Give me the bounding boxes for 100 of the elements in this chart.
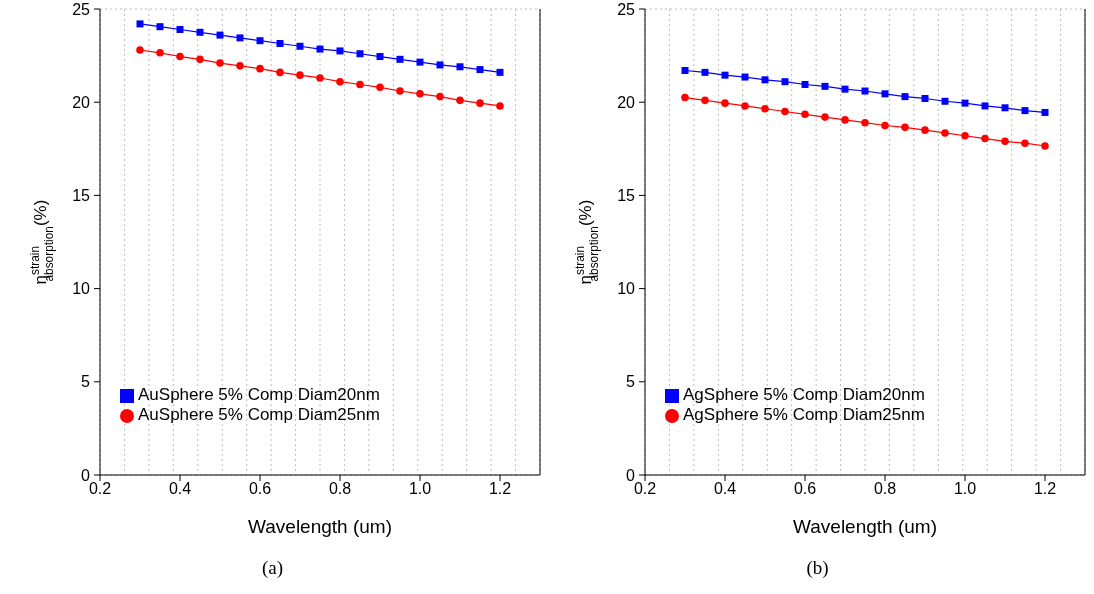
- point: [396, 55, 404, 63]
- y-tick-label: 15: [72, 187, 91, 204]
- y-tick-label: 5: [626, 373, 636, 391]
- point: [881, 121, 889, 130]
- text: (a): [260, 557, 285, 579]
- point: [901, 93, 909, 101]
- point: [721, 99, 729, 107]
- point: [296, 71, 304, 79]
- point: [216, 31, 224, 39]
- point: [1021, 139, 1029, 148]
- point: [881, 90, 889, 98]
- point: [1041, 142, 1049, 150]
- point: [981, 134, 989, 143]
- x-tick-label: 1.2: [1033, 480, 1057, 498]
- point: [741, 73, 749, 81]
- point: [476, 99, 484, 107]
- point: [681, 67, 689, 75]
- x-tick-label: 0.4: [713, 480, 737, 498]
- point: [681, 93, 689, 102]
- y-tick-label: 10: [617, 280, 636, 298]
- point: [476, 66, 484, 74]
- point: [436, 61, 444, 69]
- point: [801, 80, 809, 88]
- x-axis-title: Wavelength (um): [248, 516, 392, 537]
- point: [336, 77, 344, 86]
- y-tick-label: 0: [626, 466, 636, 484]
- point: [821, 113, 829, 121]
- point: [1041, 108, 1049, 116]
- point: [821, 82, 829, 90]
- point: [741, 102, 749, 110]
- point: [216, 59, 224, 67]
- point: [336, 47, 344, 55]
- point: [396, 87, 404, 95]
- point: [376, 83, 384, 92]
- y-tick-label: 0: [81, 466, 91, 484]
- point: [861, 87, 869, 95]
- point: [416, 90, 424, 98]
- point: [456, 63, 464, 71]
- point: [136, 46, 144, 54]
- point: [236, 34, 244, 42]
- point: [296, 42, 304, 50]
- x-tick-label: 0.2: [88, 480, 112, 498]
- y-tick-label: 15: [617, 187, 636, 204]
- point: [456, 96, 464, 105]
- point: [801, 110, 809, 119]
- legend-label: AgSphere 5% Comp Diam25nm: [683, 405, 925, 424]
- point: [196, 28, 204, 36]
- point: [236, 62, 244, 70]
- point: [376, 53, 384, 61]
- point: [761, 104, 769, 113]
- x-axis-title: Wavelength (um): [793, 516, 937, 537]
- legend-label: AuSphere 5% Comp Diam20nm: [138, 385, 380, 404]
- x-tick-label: 1.2: [488, 480, 512, 498]
- point: [276, 68, 284, 77]
- y-tick-label: 20: [617, 93, 636, 111]
- point: [781, 78, 789, 86]
- point: [436, 92, 444, 101]
- point: [136, 20, 144, 28]
- x-tick-label: 0.8: [873, 480, 897, 498]
- point: [176, 26, 184, 33]
- point: [701, 96, 709, 105]
- x-tick-label: 0.6: [793, 480, 817, 498]
- point: [761, 76, 769, 84]
- legend-label: AuSphere 5% Comp Diam25nm: [138, 405, 380, 424]
- point: [1021, 107, 1029, 115]
- point: [961, 131, 969, 140]
- point: [981, 102, 989, 110]
- legend-label: AgSphere 5% Comp Diam20nm: [683, 385, 925, 404]
- x-tick-label: 1.0: [408, 480, 432, 498]
- point: [316, 45, 324, 53]
- x-tick-label: 0.2: [633, 480, 657, 498]
- y-tick-label: 10: [72, 280, 91, 298]
- point: [356, 80, 364, 89]
- point: [921, 94, 929, 102]
- y-tick-label: 25: [617, 0, 636, 18]
- point: [841, 116, 849, 124]
- point: [941, 129, 949, 137]
- point: [901, 123, 909, 132]
- point: [156, 23, 164, 31]
- text: (b): [805, 557, 830, 579]
- point: [1001, 137, 1009, 146]
- point: [861, 118, 869, 127]
- x-tick-label: 0.4: [168, 480, 192, 498]
- y-tick-label: 25: [72, 0, 91, 18]
- point: [196, 55, 204, 64]
- point: [841, 85, 849, 93]
- point: [921, 126, 929, 134]
- point: [316, 74, 324, 82]
- point: [496, 68, 504, 76]
- point: [156, 49, 164, 57]
- y-tick-label: 5: [81, 373, 91, 391]
- y-tick-label: 20: [72, 93, 91, 111]
- point: [276, 39, 284, 47]
- point: [356, 50, 364, 58]
- x-tick-label: 1.0: [953, 480, 977, 498]
- point: [781, 107, 789, 116]
- point: [256, 37, 264, 45]
- point: [1001, 104, 1009, 112]
- point: [176, 52, 184, 61]
- point: [496, 102, 504, 110]
